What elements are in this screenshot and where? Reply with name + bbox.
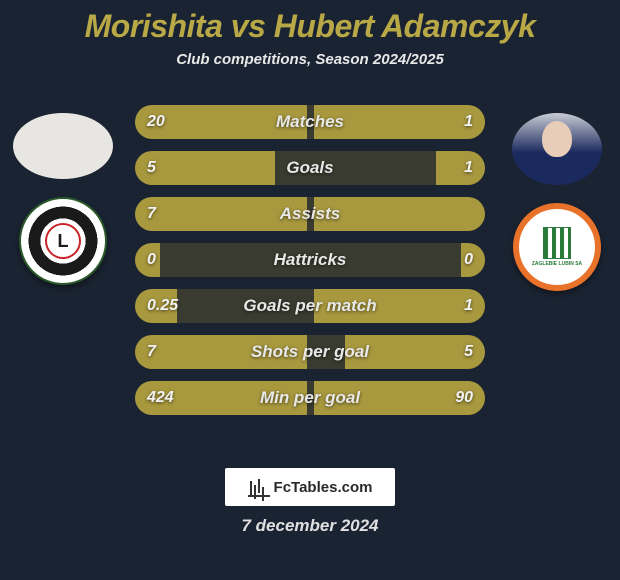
stat-label: Goals per match xyxy=(135,289,485,323)
stat-label: Matches xyxy=(135,105,485,139)
club-left-letter: L xyxy=(58,231,69,252)
stat-row: 75Shots per goal xyxy=(135,335,485,369)
player-left-avatar xyxy=(13,113,113,179)
stat-row: 201Matches xyxy=(135,105,485,139)
stat-row: 42490Min per goal xyxy=(135,381,485,415)
stat-row: 7Assists xyxy=(135,197,485,231)
page-title: Morishita vs Hubert Adamczyk xyxy=(0,0,620,45)
player-right-column: ZAGLEBIE LUBIN SA xyxy=(502,113,612,291)
stat-row: 00Hattricks xyxy=(135,243,485,277)
player-left-column: L xyxy=(8,113,118,285)
stat-label: Shots per goal xyxy=(135,335,485,369)
stat-bars: 201Matches 51Goals 7Assists 00Hattricks 0.25… xyxy=(135,105,485,427)
club-right-badge: ZAGLEBIE LUBIN SA xyxy=(513,203,601,291)
club-left-badge: L xyxy=(19,197,107,285)
comparison-chart: L ZAGLEBIE LUBIN SA 201Matches 51Goals 7As… xyxy=(0,95,620,455)
stat-row: 51Goals xyxy=(135,151,485,185)
footer-brand-logo: FcTables.com xyxy=(225,468,395,506)
bar-chart-icon xyxy=(248,477,270,497)
stat-label: Hattricks xyxy=(135,243,485,277)
player-right-avatar xyxy=(512,113,602,185)
club-right-shield-icon xyxy=(543,227,571,259)
stat-label: Goals xyxy=(135,151,485,185)
stat-label: Min per goal xyxy=(135,381,485,415)
stat-row: 0.251Goals per match xyxy=(135,289,485,323)
stat-label: Assists xyxy=(135,197,485,231)
club-right-text: ZAGLEBIE LUBIN SA xyxy=(532,261,582,267)
footer-brand-text: FcTables.com xyxy=(274,479,373,496)
footer-date: 7 december 2024 xyxy=(0,516,620,536)
page-subtitle: Club competitions, Season 2024/2025 xyxy=(0,51,620,68)
